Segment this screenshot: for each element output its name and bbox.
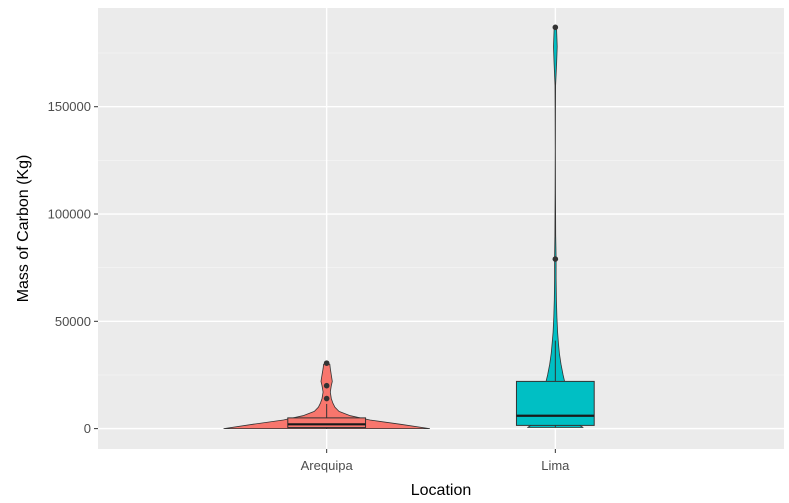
panel-background <box>98 8 784 449</box>
boxplots-layer <box>287 340 595 429</box>
box-lima <box>515 380 595 426</box>
y-axis-title: Mass of Carbon (Kg) <box>15 155 32 303</box>
y-tick-label: 50000 <box>55 314 91 329</box>
minor-gridlines <box>98 52 784 376</box>
outlier-point <box>552 24 559 31</box>
x-tick-label: Arequipa <box>301 458 354 473</box>
box-arequipa <box>287 417 367 429</box>
x-axis-ticks: Arequipa Lima <box>301 449 570 473</box>
x-tick-label: Lima <box>541 458 570 473</box>
outlier-point <box>323 395 330 402</box>
x-axis-title: Location <box>411 482 472 499</box>
outliers-layer <box>323 24 559 402</box>
outlier-point <box>323 360 330 366</box>
y-axis-ticks: 0 50000 100000 150000 <box>48 99 98 436</box>
y-tick-label: 100000 <box>48 207 91 222</box>
y-tick-label: 150000 <box>48 99 91 114</box>
outlier-point <box>323 382 330 389</box>
y-tick-label: 0 <box>84 421 91 436</box>
outlier-point <box>552 256 559 262</box>
